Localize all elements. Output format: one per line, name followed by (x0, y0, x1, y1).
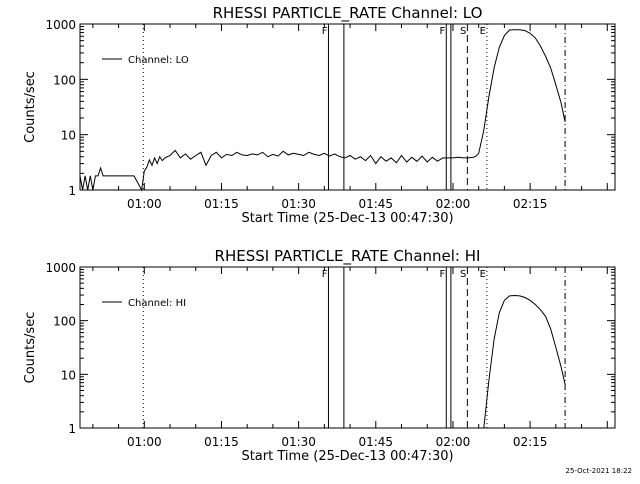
panel1-x-tick-label: 02:00 (436, 197, 471, 211)
panel2-x-tick-label: 02:15 (513, 435, 548, 449)
panel2-x-tick-label: 01:30 (281, 435, 316, 449)
panel1-legend-label: Channel: LO (128, 55, 189, 66)
panel2-legend-label: Channel: HI (128, 298, 186, 309)
panel1-marker-label-f: F (322, 26, 328, 37)
panel1-y-axis-label: Counts/sec (23, 71, 38, 143)
panel2-y-axis-label: Counts/sec (23, 312, 38, 384)
panel1-title: RHESSI PARTICLE_RATE Channel: LO (213, 4, 483, 23)
panel1-series-line (79, 29, 566, 192)
panel2-x-tick-label: 01:15 (204, 435, 239, 449)
footer-timestamp: 25-Oct-2021 18:22 (565, 467, 632, 475)
panel2-y-tick-label: 1000 (45, 261, 76, 275)
panel1-plot-frame (79, 23, 616, 191)
panel1-x-tick-label: 02:15 (513, 197, 548, 211)
panel2-marker-label-s: S (460, 269, 466, 280)
panel2-x-tick-label: 01:00 (127, 435, 162, 449)
panel1-y-tick-label: 1 (68, 184, 76, 198)
panel1-y-tick-label: 100 (53, 73, 76, 87)
panel1-marker-label-e: E (480, 26, 486, 37)
panel2-series-line (483, 294, 566, 429)
panel1-x-tick-label: 01:15 (204, 197, 239, 211)
panel2-marker-label-e: E (480, 269, 486, 280)
panel1-marker-label-f: F (440, 26, 446, 37)
panel1-x-tick-label: 01:00 (127, 197, 162, 211)
panel2-x-axis-label: Start Time (25-Dec-13 00:47:30) (241, 449, 453, 464)
panel2-x-tick-label: 02:00 (436, 435, 471, 449)
panel2-y-tick-label: 10 (61, 368, 76, 382)
panel1-y-tick-label: 10 (61, 129, 76, 143)
panel1-x-axis-label: Start Time (25-Dec-13 00:47:30) (241, 211, 453, 226)
panel2-y-tick-label: 100 (53, 315, 76, 329)
panel2-title: RHESSI PARTICLE_RATE Channel: HI (215, 247, 481, 266)
panel1-marker-label-s: S (460, 26, 466, 37)
panel1-y-tick-label: 1000 (45, 18, 76, 32)
panel1-x-tick-label: 01:30 (281, 197, 316, 211)
panel2-marker-label-f: F (440, 269, 446, 280)
panel2-plot-frame (79, 266, 616, 429)
panel2-x-tick-label: 01:45 (358, 435, 393, 449)
panel2-marker-label-f: F (322, 269, 328, 280)
panel2-y-tick-label: 1 (68, 422, 76, 436)
panel1-x-tick-label: 01:45 (358, 197, 393, 211)
